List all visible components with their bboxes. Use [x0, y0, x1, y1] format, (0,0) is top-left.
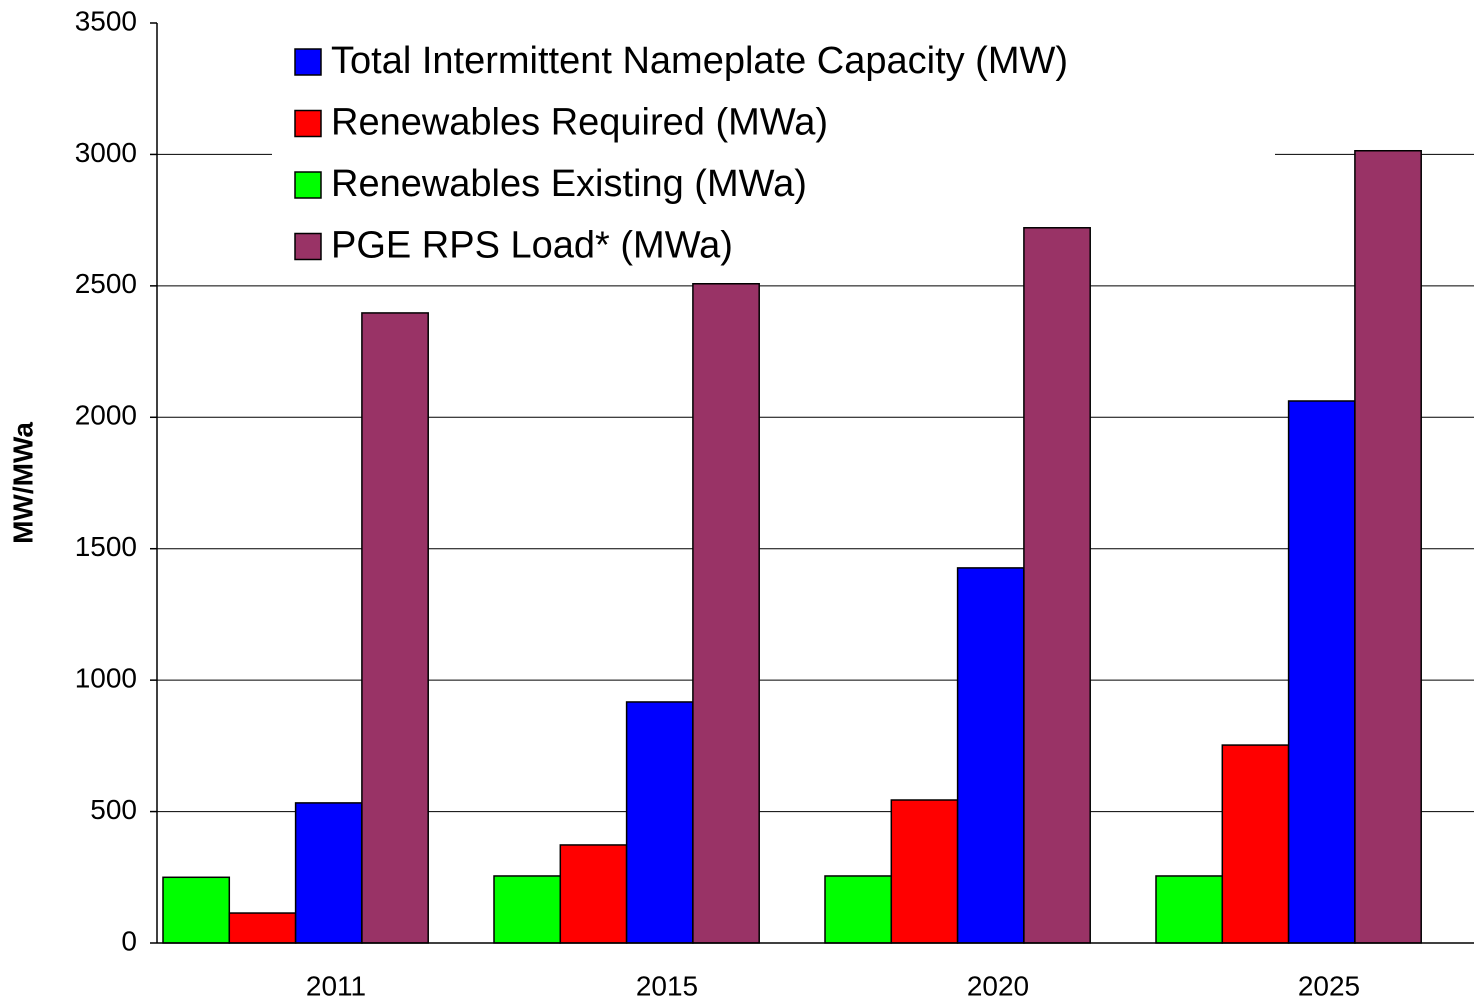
y-tick-label: 0: [121, 925, 137, 956]
bar: [1354, 149, 1422, 944]
x-tick-label: 2011: [306, 970, 366, 1001]
y-tick-label: 2500: [75, 268, 137, 299]
bar: [956, 567, 1025, 944]
x-tick-label: 2020: [967, 970, 1029, 1001]
y-tick-label: 500: [90, 794, 137, 825]
y-tick-label: 3500: [75, 5, 137, 36]
legend-swatch: [294, 109, 322, 138]
bar: [559, 844, 628, 944]
bar: [294, 802, 363, 944]
legend-label: Renewables Required (MWa): [331, 102, 828, 144]
x-tick-label: 2025: [1298, 970, 1360, 1001]
x-tick-label: 2015: [636, 970, 698, 1001]
bar: [692, 283, 760, 944]
bar: [625, 701, 694, 944]
legend-swatch: [294, 232, 322, 261]
bar: [228, 912, 297, 944]
bar: [1221, 744, 1290, 944]
bar: [493, 875, 562, 944]
y-tick-label: 3000: [75, 137, 137, 168]
bar: [890, 799, 959, 944]
bar: [824, 875, 893, 944]
legend-box: [272, 30, 1275, 272]
bar: [1287, 400, 1356, 944]
bar: [162, 876, 231, 944]
legend-swatch: [294, 48, 322, 76]
bar: [1155, 875, 1224, 944]
legend-label: Renewables Existing (MWa): [331, 163, 807, 205]
legend-label: Total Intermittent Nameplate Capacity (M…: [331, 40, 1068, 82]
y-tick-label: 2000: [75, 400, 137, 431]
legend-label: PGE RPS Load* (MWa): [331, 225, 733, 267]
y-tick-label: 1500: [75, 531, 137, 562]
legend-swatch: [294, 171, 322, 199]
y-axis-label: MW/MWa: [7, 422, 38, 544]
y-tick-label: 1000: [75, 663, 137, 694]
bar: [361, 312, 429, 944]
bar: [1023, 227, 1091, 944]
